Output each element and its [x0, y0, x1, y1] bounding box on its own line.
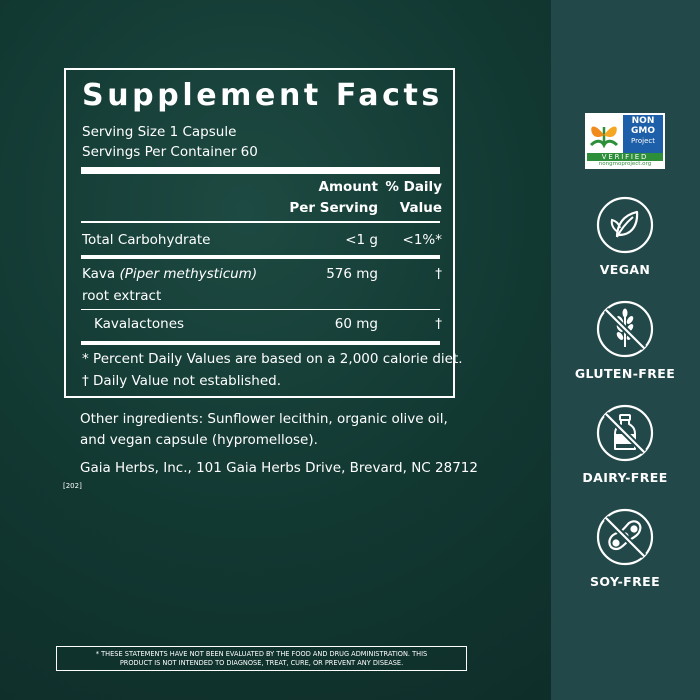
- daily-value-header-2: Value: [399, 200, 442, 216]
- footer-rule: [81, 341, 440, 345]
- row-name-main: Kava: [82, 266, 116, 282]
- non-gmo-text: NON GMO Project: [623, 116, 663, 146]
- leaf-icon: [596, 196, 654, 254]
- non-text: NON: [631, 116, 655, 126]
- vegan-label: VEGAN: [599, 262, 651, 277]
- section-rule: [81, 255, 440, 259]
- manufacturer-address: Gaia Herbs, Inc., 101 Gaia Herbs Drive, …: [80, 460, 478, 476]
- row-amount: 60 mg: [334, 316, 378, 332]
- row-daily-value: †: [435, 266, 442, 282]
- servings-per-container: Servings Per Container 60: [82, 144, 258, 160]
- row-daily-value: †: [435, 316, 442, 332]
- header-rule: [81, 221, 440, 223]
- row-amount: 576 mg: [326, 266, 378, 282]
- footnote: † Daily Value not established.: [82, 373, 281, 389]
- milk-bottle-crossed-icon: [596, 404, 654, 462]
- other-ingredients-line: Other ingredients: Sunflower lecithin, o…: [80, 411, 448, 427]
- row-name-part: root extract: [82, 288, 162, 304]
- panel-title: Supplement Facts: [82, 78, 443, 113]
- daily-value-header-1: % Daily: [385, 179, 442, 195]
- fda-disclaimer: * THESE STATEMENTS HAVE NOT BEEN EVALUAT…: [56, 646, 467, 671]
- gmo-text: GMO: [631, 126, 655, 136]
- row-amount: <1 g: [345, 232, 378, 248]
- wheat-crossed-icon: [596, 300, 654, 358]
- lot-code: [202]: [63, 482, 82, 490]
- row-name-botanical: (Piper methysticum): [119, 266, 258, 282]
- amount-header-1: Amount: [318, 179, 378, 195]
- other-ingredients-line: and vegan capsule (hypromellose).: [80, 432, 318, 448]
- thick-rule: [81, 167, 440, 174]
- soybean-crossed-icon: [596, 508, 654, 566]
- disclaimer-line: PRODUCT IS NOT INTENDED TO DIAGNOSE, TRE…: [119, 659, 404, 667]
- row-name: Total Carbohydrate: [82, 232, 211, 248]
- verified-text: VERIFIED: [601, 153, 649, 161]
- amount-header-2: Per Serving: [289, 200, 378, 216]
- row-name: Kava (Piper methysticum): [82, 265, 257, 283]
- project-text: Project: [631, 137, 655, 145]
- footnote: * Percent Daily Values are based on a 2,…: [82, 351, 463, 367]
- dairy-free-label: DAIRY-FREE: [582, 470, 668, 485]
- soy-free-label: SOY-FREE: [589, 574, 661, 589]
- disclaimer-line: * THESE STATEMENTS HAVE NOT BEEN EVALUAT…: [95, 650, 428, 658]
- butterfly-icon: [587, 115, 663, 161]
- serving-size: Serving Size 1 Capsule: [82, 124, 237, 140]
- supplement-facts-panel: Supplement Facts Serving Size 1 Capsule …: [64, 68, 463, 398]
- row-name: Kavalactones: [94, 316, 185, 332]
- row-daily-value: <1%*: [402, 232, 442, 248]
- non-gmo-verified-badge: NON GMO Project VERIFIED nongmoproject.o…: [585, 113, 665, 169]
- row-rule: [81, 309, 440, 310]
- nongmo-url: nongmoproject.org: [598, 161, 652, 167]
- gluten-free-label: GLUTEN-FREE: [574, 366, 676, 381]
